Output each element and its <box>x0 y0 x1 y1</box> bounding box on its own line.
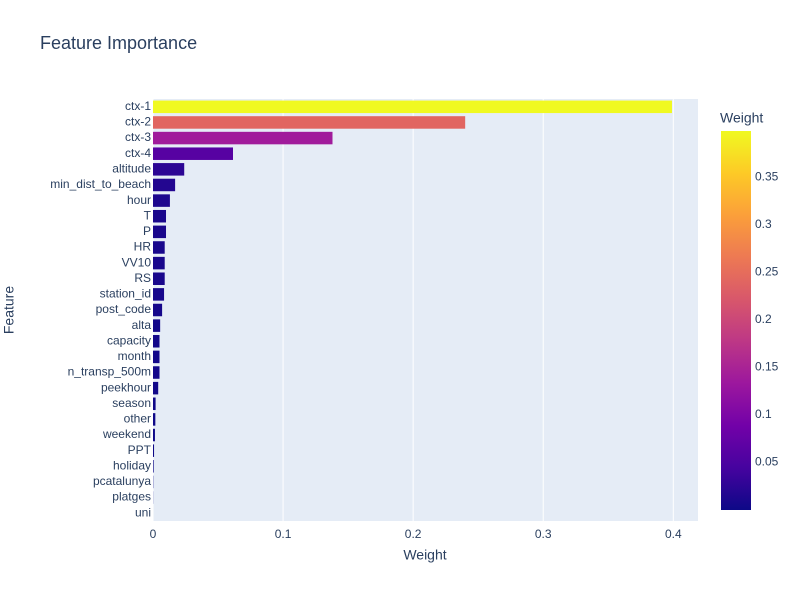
y-axis-title: Feature <box>1 286 17 334</box>
y-tick-label: ctx-3 <box>125 130 151 144</box>
y-tick-label: min_dist_to_beach <box>50 177 151 191</box>
bar <box>153 163 184 176</box>
colorbar-tick-label: 0.35 <box>755 170 779 184</box>
y-tick-label: ctx-1 <box>125 99 151 113</box>
bar <box>153 226 166 239</box>
y-tick-label: HR <box>134 240 152 254</box>
bar <box>153 335 160 348</box>
plot-area <box>153 99 698 521</box>
bar <box>153 304 162 317</box>
bar <box>153 351 160 364</box>
x-axis-title: Weight <box>403 547 446 563</box>
bar <box>153 194 170 207</box>
y-tick-label: peekhour <box>101 380 151 394</box>
bar <box>153 101 672 114</box>
y-tick-label: month <box>118 349 151 363</box>
bar <box>153 116 465 129</box>
x-tick-label: 0.3 <box>535 527 552 541</box>
y-tick-label: alta <box>132 318 152 332</box>
x-tick-label: 0.1 <box>275 527 292 541</box>
y-tick-label: ctx-4 <box>125 146 151 160</box>
y-tick-label: other <box>124 412 151 426</box>
y-tick-label: uni <box>135 505 151 519</box>
bar <box>153 319 160 332</box>
colorbar-title: Weight <box>720 110 763 126</box>
bar <box>153 460 154 473</box>
y-tick-label: weekend <box>102 427 151 441</box>
y-tick-label: capacity <box>107 333 151 347</box>
bar <box>153 382 158 395</box>
y-tick-label: season <box>112 396 151 410</box>
bar <box>153 210 166 223</box>
y-tick-label: RS <box>134 271 151 285</box>
x-tick-label: 0.4 <box>665 527 682 541</box>
bar <box>153 288 164 301</box>
y-tick-label: holiday <box>113 458 151 472</box>
colorbar-tick-label: 0.15 <box>755 360 779 374</box>
bar <box>153 413 155 426</box>
bar <box>153 366 160 379</box>
y-tick-label: ctx-2 <box>125 115 151 129</box>
colorbar-tick-label: 0.1 <box>755 407 772 421</box>
y-tick-label: altitude <box>112 162 151 176</box>
bar <box>153 429 155 442</box>
y-tick-label: PPT <box>128 443 152 457</box>
bar <box>153 147 233 160</box>
colorbar <box>721 131 751 510</box>
y-tick-label: VV10 <box>122 255 152 269</box>
colorbar-tick-label: 0.3 <box>755 217 772 231</box>
y-tick-label: n_transp_500m <box>68 365 151 379</box>
bar <box>153 132 332 145</box>
x-tick-label: 0 <box>150 527 157 541</box>
y-tick-label: station_id <box>100 287 151 301</box>
colorbar-tick-label: 0.25 <box>755 265 779 279</box>
x-tick-label: 0.2 <box>405 527 422 541</box>
bar <box>153 241 165 254</box>
bar <box>153 257 165 270</box>
y-tick-label: hour <box>127 193 151 207</box>
y-tick-label: T <box>144 208 152 222</box>
y-tick-label: post_code <box>96 302 152 316</box>
colorbar-tick-label: 0.05 <box>755 455 779 469</box>
bar <box>153 398 156 411</box>
bar <box>153 272 165 285</box>
y-tick-label: pcatalunya <box>93 474 151 488</box>
colorbar-tick-label: 0.2 <box>755 312 772 326</box>
y-tick-label: platges <box>112 490 151 504</box>
chart-title: Feature Importance <box>40 33 197 53</box>
y-tick-label: P <box>143 224 151 238</box>
bar <box>153 179 175 192</box>
bar <box>153 444 154 457</box>
